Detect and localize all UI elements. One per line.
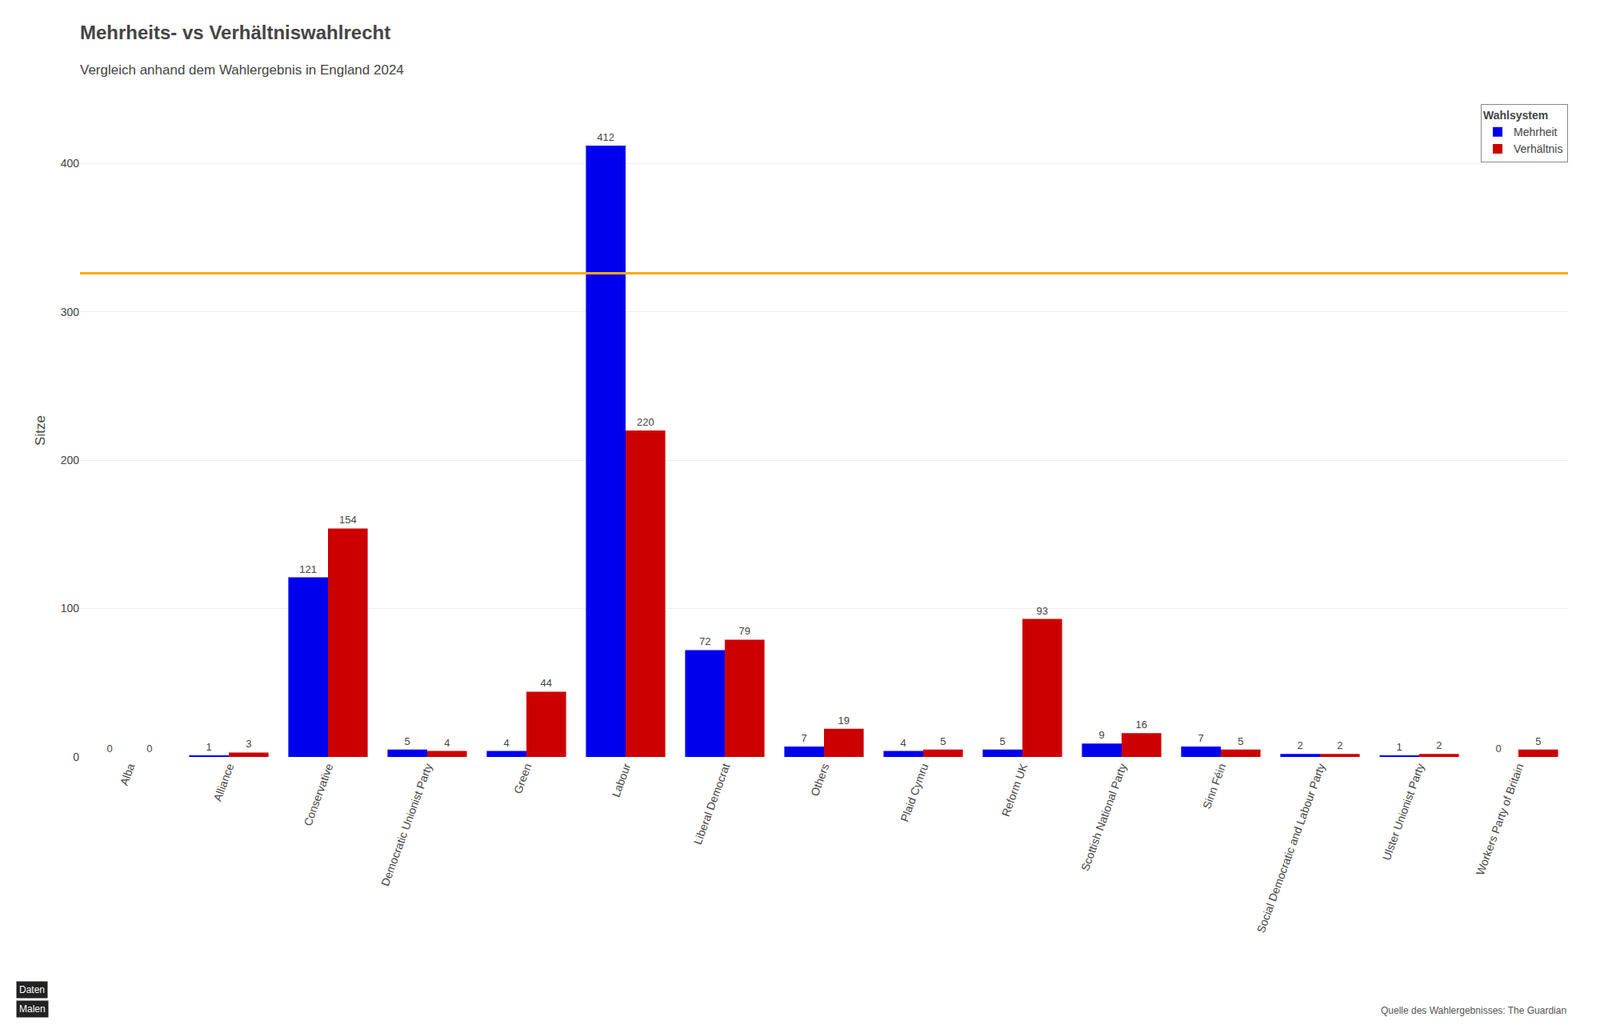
svg-text:100: 100 — [60, 601, 80, 615]
svg-text:220: 220 — [636, 416, 655, 428]
svg-text:5: 5 — [1237, 735, 1244, 748]
svg-text:5: 5 — [940, 735, 946, 748]
svg-text:4: 4 — [504, 736, 510, 749]
svg-text:0: 0 — [107, 742, 113, 755]
svg-text:Sinn Féin: Sinn Féin — [1200, 761, 1228, 811]
svg-text:Workers Party of Britain: Workers Party of Britain — [1473, 761, 1527, 877]
svg-text:5: 5 — [1000, 735, 1006, 748]
svg-text:16: 16 — [1136, 718, 1148, 731]
svg-text:5: 5 — [1535, 735, 1541, 748]
svg-text:7: 7 — [1198, 732, 1204, 744]
svg-text:93: 93 — [1036, 604, 1048, 617]
svg-text:Mehrheits- vs Verhältniswahlre: Mehrheits- vs Verhältniswahlrecht — [80, 21, 391, 44]
svg-text:Malen: Malen — [19, 1003, 46, 1015]
svg-text:4: 4 — [900, 736, 907, 749]
svg-text:Social Democratic and Labour P: Social Democratic and Labour Party — [1254, 761, 1328, 935]
svg-text:Scottish National Party: Scottish National Party — [1078, 761, 1129, 873]
svg-text:44: 44 — [540, 676, 552, 689]
svg-text:3: 3 — [245, 737, 252, 750]
svg-text:Quelle des Wahlergebnisses: Th: Quelle des Wahlergebnisses: The Guardian — [1380, 1004, 1567, 1016]
svg-text:Alliance: Alliance — [211, 761, 237, 804]
svg-text:Conservative: Conservative — [300, 761, 336, 828]
svg-text:Others: Others — [808, 761, 832, 798]
svg-text:Labour: Labour — [608, 761, 633, 800]
svg-text:300: 300 — [60, 305, 80, 319]
svg-text:2: 2 — [1436, 739, 1442, 752]
svg-text:Vergleich anhand dem Wahlergeb: Vergleich anhand dem Wahlergebnis in Eng… — [80, 62, 404, 78]
svg-text:412: 412 — [596, 131, 615, 144]
svg-text:Alba: Alba — [117, 761, 138, 788]
svg-text:Daten: Daten — [19, 984, 45, 996]
svg-text:0: 0 — [72, 750, 80, 764]
svg-text:Green: Green — [511, 761, 534, 796]
svg-text:154: 154 — [339, 513, 357, 526]
svg-text:200: 200 — [60, 453, 80, 467]
svg-text:2: 2 — [1297, 739, 1304, 752]
svg-text:2: 2 — [1336, 739, 1343, 752]
svg-text:Liberal Democrat: Liberal Democrat — [691, 761, 733, 847]
svg-text:Verhältnis: Verhältnis — [1513, 142, 1563, 156]
svg-text:79: 79 — [739, 624, 751, 637]
svg-text:7: 7 — [801, 732, 808, 744]
svg-text:5: 5 — [404, 735, 411, 748]
svg-text:121: 121 — [299, 563, 317, 576]
svg-text:1: 1 — [1396, 740, 1403, 753]
svg-text:Plaid Cymru: Plaid Cymru — [897, 761, 931, 824]
svg-text:Wahlsystem: Wahlsystem — [1483, 108, 1548, 122]
svg-text:72: 72 — [699, 635, 711, 648]
svg-text:Ulster Unionist Party: Ulster Unionist Party — [1380, 761, 1428, 862]
svg-text:4: 4 — [444, 736, 450, 749]
svg-text:19: 19 — [838, 714, 850, 727]
svg-text:Democratic Unionist Party: Democratic Unionist Party — [378, 761, 435, 888]
svg-text:Sitze: Sitze — [32, 415, 48, 446]
svg-text:1: 1 — [206, 740, 212, 753]
svg-text:0: 0 — [1496, 742, 1502, 755]
svg-text:9: 9 — [1099, 728, 1105, 741]
svg-text:Mehrheit: Mehrheit — [1513, 125, 1558, 139]
svg-text:400: 400 — [60, 156, 80, 170]
svg-text:0: 0 — [146, 742, 152, 755]
svg-text:Reform UK: Reform UK — [999, 760, 1031, 818]
